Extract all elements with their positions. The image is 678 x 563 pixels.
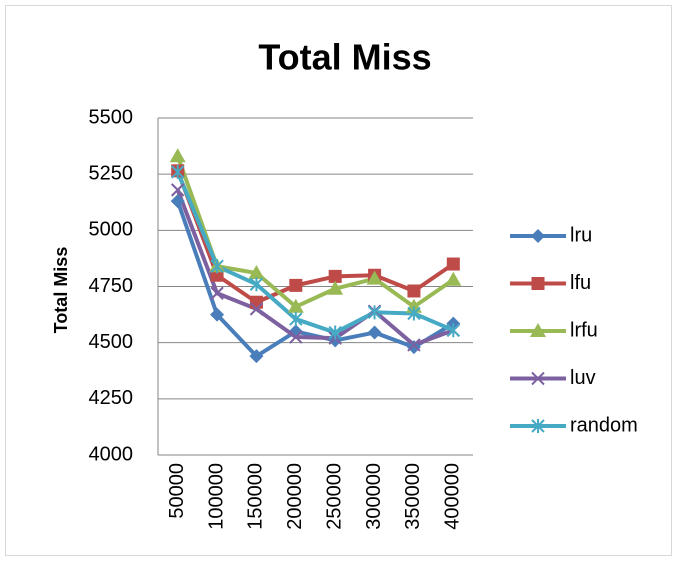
marker xyxy=(210,307,225,322)
y-tick-label: 4750 xyxy=(89,275,134,297)
marker xyxy=(287,298,304,313)
marker xyxy=(210,259,224,274)
y-axis-label: Total Miss xyxy=(51,247,71,334)
marker xyxy=(445,271,462,286)
marker xyxy=(210,286,224,300)
marker xyxy=(446,257,460,271)
x-tick-label: 400000 xyxy=(442,463,464,530)
marker xyxy=(366,270,383,285)
marker xyxy=(249,295,263,309)
marker xyxy=(249,277,264,292)
x-tick-label: 100000 xyxy=(205,463,227,530)
legend-marker xyxy=(531,229,545,243)
y-tick-label: 5000 xyxy=(89,219,134,241)
legend-label: random xyxy=(570,414,638,436)
x-tick-label: 50000 xyxy=(166,463,188,519)
x-tick-label: 350000 xyxy=(402,463,424,530)
legend-label: lfu xyxy=(570,272,591,294)
marker xyxy=(170,164,185,179)
marker xyxy=(248,265,265,280)
x-tick-label: 150000 xyxy=(245,463,267,530)
marker xyxy=(446,323,461,338)
marker xyxy=(169,148,186,163)
marker xyxy=(407,306,421,321)
y-tick-label: 4500 xyxy=(89,331,134,353)
marker xyxy=(289,278,303,292)
marker xyxy=(367,305,382,320)
y-tick-label: 4250 xyxy=(89,387,134,409)
legend-label: lru xyxy=(570,224,592,246)
y-tick-label: 5500 xyxy=(89,106,134,128)
legend-marker xyxy=(531,371,545,386)
y-tick-label: 4000 xyxy=(89,443,134,465)
legend-label: luv xyxy=(570,367,596,389)
x-tick-label: 300000 xyxy=(363,463,385,530)
marker xyxy=(170,183,185,197)
marker xyxy=(406,340,421,355)
y-tick-label: 5250 xyxy=(89,162,134,184)
marker xyxy=(328,325,342,340)
legend-marker xyxy=(531,419,545,433)
legend-marker xyxy=(530,323,546,337)
x-tick-label: 200000 xyxy=(284,463,306,530)
legend-label: lrfu xyxy=(570,319,598,341)
chart-title: Total Miss xyxy=(258,37,431,78)
legend-marker xyxy=(531,277,545,290)
series-line xyxy=(175,170,455,305)
marker xyxy=(327,280,344,295)
marker xyxy=(249,349,264,364)
series-line xyxy=(175,189,455,347)
marker xyxy=(289,330,303,344)
marker xyxy=(289,312,303,327)
marker xyxy=(249,302,264,316)
series-line xyxy=(175,171,455,335)
marker xyxy=(170,194,185,209)
marker xyxy=(407,338,421,352)
x-tick-label: 250000 xyxy=(323,463,345,530)
marker xyxy=(407,284,421,298)
marker xyxy=(328,269,342,283)
marker xyxy=(367,325,382,340)
